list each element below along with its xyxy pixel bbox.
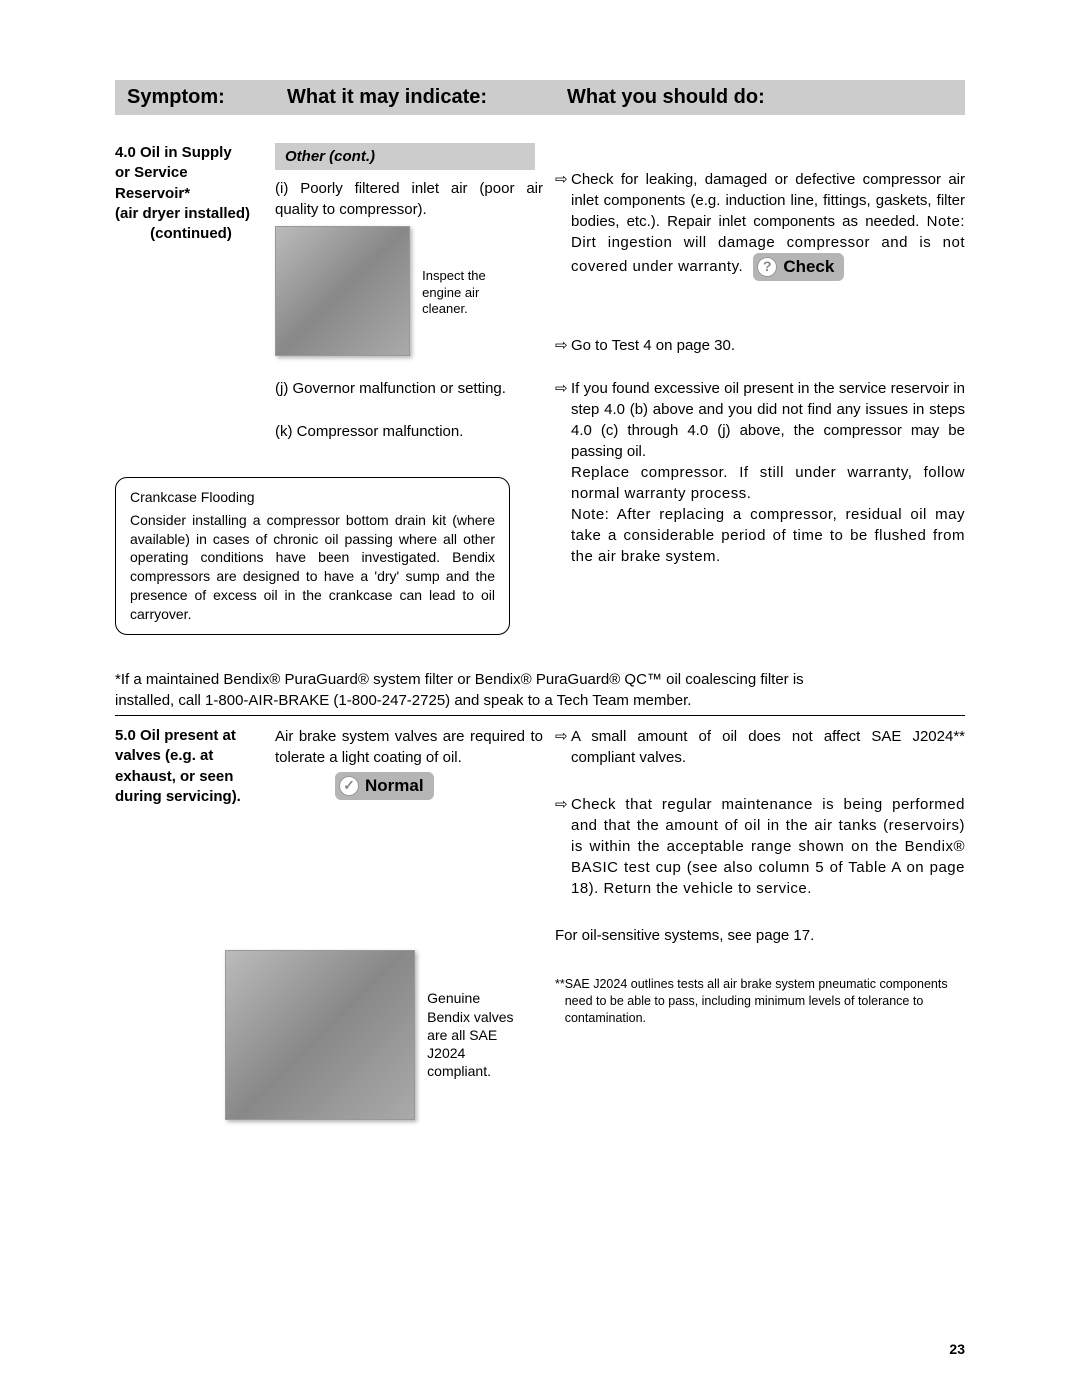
action-5-2: ⇨ Check that regular maintenance is bein… — [555, 794, 965, 899]
bendix-valve-image — [225, 950, 415, 1120]
divider — [115, 715, 965, 716]
action-5-3: For oil-sensitive systems, see page 17. — [555, 925, 965, 946]
action-5-2-text: Check that regular maintenance is being … — [571, 794, 965, 899]
arrow-icon: ⇨ — [555, 794, 571, 899]
check-badge: ? Check — [753, 253, 844, 281]
question-icon: ? — [757, 257, 777, 277]
action-5-1-text: A small amount of oil does not affect SA… — [571, 726, 965, 768]
header-indicate: What it may indicate: — [287, 86, 567, 109]
indicate-5: Air brake system valves are required to … — [275, 726, 555, 1130]
symptom-line: Reservoir* — [115, 184, 267, 204]
notebox-body: Consider installing a compressor bottom … — [130, 511, 495, 624]
footnote-puraguard: *If a maintained Bendix® PuraGuard® syst… — [115, 669, 835, 711]
figure-bendix-valve: Genuine Bendix valves are all SAE J2024 … — [225, 940, 543, 1130]
action-j-text: Go to Test 4 on page 30. — [571, 335, 965, 356]
symptom-line: during servicing). — [115, 787, 267, 807]
footnote-j2024: ** SAE J2024 outlines tests all air brak… — [555, 976, 965, 1027]
symptom-line: (continued) — [115, 224, 267, 244]
img1-caption: Inspect the engine air cleaner. — [422, 268, 512, 319]
engine-air-cleaner-image — [275, 226, 410, 356]
arrow-icon: ⇨ — [555, 726, 571, 768]
action-5: ⇨ A small amount of oil does not affect … — [555, 726, 965, 1027]
symptom-line: (air dryer installed) — [115, 204, 267, 224]
arrow-icon: ⇨ — [555, 378, 571, 567]
action-5-1: ⇨ A small amount of oil does not affect … — [555, 726, 965, 768]
indicate-4: Other (cont.) (i) Poorly filtered inlet … — [275, 143, 555, 442]
action-i-text1: Check for leaking, damaged or defective … — [571, 171, 965, 230]
action-k-text2: Replace compressor. If still under warra… — [571, 464, 965, 502]
table-header: Symptom: What it may indicate: What you … — [115, 80, 965, 115]
check-icon: ✓ — [339, 776, 359, 796]
check-badge-label: Check — [783, 255, 834, 279]
action-4: ⇨ Check for leaking, damaged or defectiv… — [555, 143, 965, 567]
symptom-line: 5.0 Oil present at — [115, 726, 267, 746]
header-symptom: Symptom: — [127, 86, 287, 109]
sub-header-other: Other (cont.) — [275, 143, 535, 170]
notebox-title: Crankcase Flooding — [130, 488, 495, 507]
action-j: ⇨ Go to Test 4 on page 30. — [555, 335, 965, 356]
symptom-line: 4.0 Oil in Supply — [115, 143, 267, 163]
indicate-j: (j) Governor malfunction or setting. — [275, 378, 543, 399]
action-k-text3: Note: After replacing a compressor, resi… — [571, 506, 965, 565]
arrow-icon: ⇨ — [555, 335, 571, 356]
indicate-5-text: Air brake system valves are required to … — [275, 726, 543, 768]
page-number: 23 — [949, 1341, 965, 1357]
symptom-5: 5.0 Oil present at valves (e.g. at exhau… — [115, 726, 275, 807]
symptom-line: exhaust, or seen — [115, 767, 267, 787]
indicate-k: (k) Compressor malfunction. — [275, 421, 543, 442]
indicate-i: (i) Poorly filtered inlet air (poor air … — [275, 178, 543, 220]
normal-badge-label: Normal — [365, 774, 424, 798]
normal-badge: ✓ Normal — [335, 772, 434, 800]
double-asterisk: ** — [555, 976, 565, 1027]
img2-caption: Genuine Bendix valves are all SAE J2024 … — [427, 989, 517, 1080]
header-action: What you should do: — [567, 86, 953, 109]
symptom-line: valves (e.g. at — [115, 746, 267, 766]
footnote-j2024-text: SAE J2024 outlines tests all air brake s… — [565, 976, 965, 1027]
symptom-4: 4.0 Oil in Supply or Service Reservoir* … — [115, 143, 275, 244]
action-k-text1: If you found excessive oil present in th… — [571, 380, 965, 460]
action-k: ⇨ If you found excessive oil present in … — [555, 378, 965, 567]
figure-engine-air-cleaner: Inspect the engine air cleaner. — [275, 220, 543, 366]
section-5: 5.0 Oil present at valves (e.g. at exhau… — [115, 726, 965, 1130]
action-i: ⇨ Check for leaking, damaged or defectiv… — [555, 169, 965, 281]
arrow-icon: ⇨ — [555, 169, 571, 281]
crankcase-note: Crankcase Flooding Consider installing a… — [115, 477, 510, 635]
symptom-line: or Service — [115, 163, 267, 183]
